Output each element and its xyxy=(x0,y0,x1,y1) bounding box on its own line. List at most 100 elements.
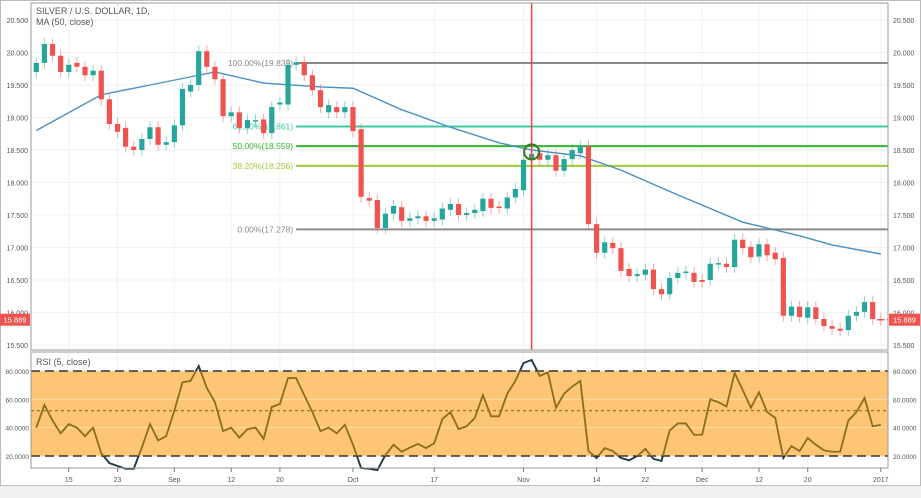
candle xyxy=(805,301,811,324)
candle xyxy=(593,218,600,259)
candle xyxy=(561,153,567,177)
candle-body xyxy=(553,155,559,171)
rsi-axis-label: 60.0000 xyxy=(6,397,30,404)
candle-body xyxy=(699,280,705,282)
price-axis-label: 15.500 xyxy=(7,343,29,350)
candle-body xyxy=(496,206,502,209)
candle-body xyxy=(139,138,145,150)
candle-body xyxy=(106,99,112,124)
chart-legend: SILVER / U.S. DOLLAR, 1D, MA (50, close) xyxy=(36,6,150,28)
price-axis-label: 20.500 xyxy=(893,18,915,25)
candle-body xyxy=(244,120,251,128)
price-axis-label: 18.500 xyxy=(893,148,915,155)
candle xyxy=(350,101,356,137)
candle-body xyxy=(66,64,72,72)
candle xyxy=(90,64,96,82)
candle-body xyxy=(439,208,445,220)
candle xyxy=(642,263,648,281)
candle-body xyxy=(171,125,177,143)
candle-body xyxy=(317,90,324,108)
candle xyxy=(667,272,673,301)
candle-body xyxy=(748,246,754,258)
candle xyxy=(780,252,786,322)
candle-body xyxy=(707,263,713,280)
candle xyxy=(861,296,868,318)
candle-body xyxy=(374,200,380,228)
date-axis-label: 15 xyxy=(65,477,73,484)
candle xyxy=(74,57,80,73)
candle xyxy=(228,106,234,123)
candle xyxy=(723,257,730,273)
candle xyxy=(472,203,478,219)
candle xyxy=(82,60,88,82)
candle xyxy=(455,198,462,221)
candle-body xyxy=(821,319,827,327)
candle-body xyxy=(545,155,551,160)
rsi-axis-label: 60.0000 xyxy=(893,397,917,404)
price-axis-label: 19.000 xyxy=(7,116,29,123)
candle-body xyxy=(293,62,299,65)
date-axis-label: 20 xyxy=(804,477,812,484)
candle xyxy=(748,241,754,264)
candle-body xyxy=(634,274,640,277)
candle-body xyxy=(845,315,851,331)
candle xyxy=(58,49,64,78)
candle xyxy=(277,96,283,111)
date-axis-label: 23 xyxy=(114,477,122,484)
candle-body xyxy=(472,209,478,214)
candle-body xyxy=(691,272,697,282)
candle-body xyxy=(488,198,494,208)
candle xyxy=(399,201,405,227)
price-axis-label: 17.000 xyxy=(7,246,29,253)
date-axis-label: 20 xyxy=(276,477,284,484)
candle xyxy=(431,212,437,227)
candle-body xyxy=(41,44,48,63)
candle xyxy=(870,296,876,325)
candle xyxy=(220,73,226,123)
candle-body xyxy=(187,85,194,92)
candle-body xyxy=(520,159,527,191)
candle-body xyxy=(196,51,202,85)
candle-body xyxy=(98,70,104,100)
candle xyxy=(577,140,583,160)
candle xyxy=(618,242,624,277)
last-price-text: 15.889 xyxy=(893,316,916,325)
date-axis-label: Oct xyxy=(348,477,359,484)
price-axis-label: 19.500 xyxy=(893,83,915,90)
candle-body xyxy=(252,120,259,122)
candle-body xyxy=(415,216,421,219)
candle-body xyxy=(33,62,39,72)
last-price-badge xyxy=(0,313,30,326)
date-axis-label: 2017 xyxy=(873,477,889,484)
candle-body xyxy=(732,239,738,267)
candle-body xyxy=(382,213,389,228)
candle xyxy=(512,183,518,204)
candle xyxy=(98,64,104,106)
candle-body xyxy=(480,198,486,212)
price-axis-label: 18.000 xyxy=(893,181,915,188)
candle-body xyxy=(723,263,730,267)
candle-body xyxy=(837,328,843,331)
candle-body xyxy=(780,257,786,316)
candle xyxy=(496,200,502,214)
candle xyxy=(374,194,380,234)
candle xyxy=(569,144,575,165)
rsi-axis-label: 40.0000 xyxy=(893,426,917,433)
date-axis-label: 14 xyxy=(593,477,601,484)
candle-body xyxy=(350,107,356,132)
footer-strip xyxy=(0,486,921,498)
highlight-circle xyxy=(523,143,541,161)
date-axis-label: Nov xyxy=(517,477,530,484)
candle xyxy=(390,200,397,220)
candle xyxy=(650,263,657,295)
price-axis-label: 16.500 xyxy=(7,278,29,285)
candle-body xyxy=(423,216,429,221)
price-axis-label: 18.500 xyxy=(7,148,29,155)
candle xyxy=(317,84,324,113)
candle-body xyxy=(309,75,315,91)
date-axis-label: 12 xyxy=(755,477,763,484)
rsi-axis-label: 20.0000 xyxy=(6,454,30,461)
candle xyxy=(139,133,145,156)
candle xyxy=(49,38,56,62)
